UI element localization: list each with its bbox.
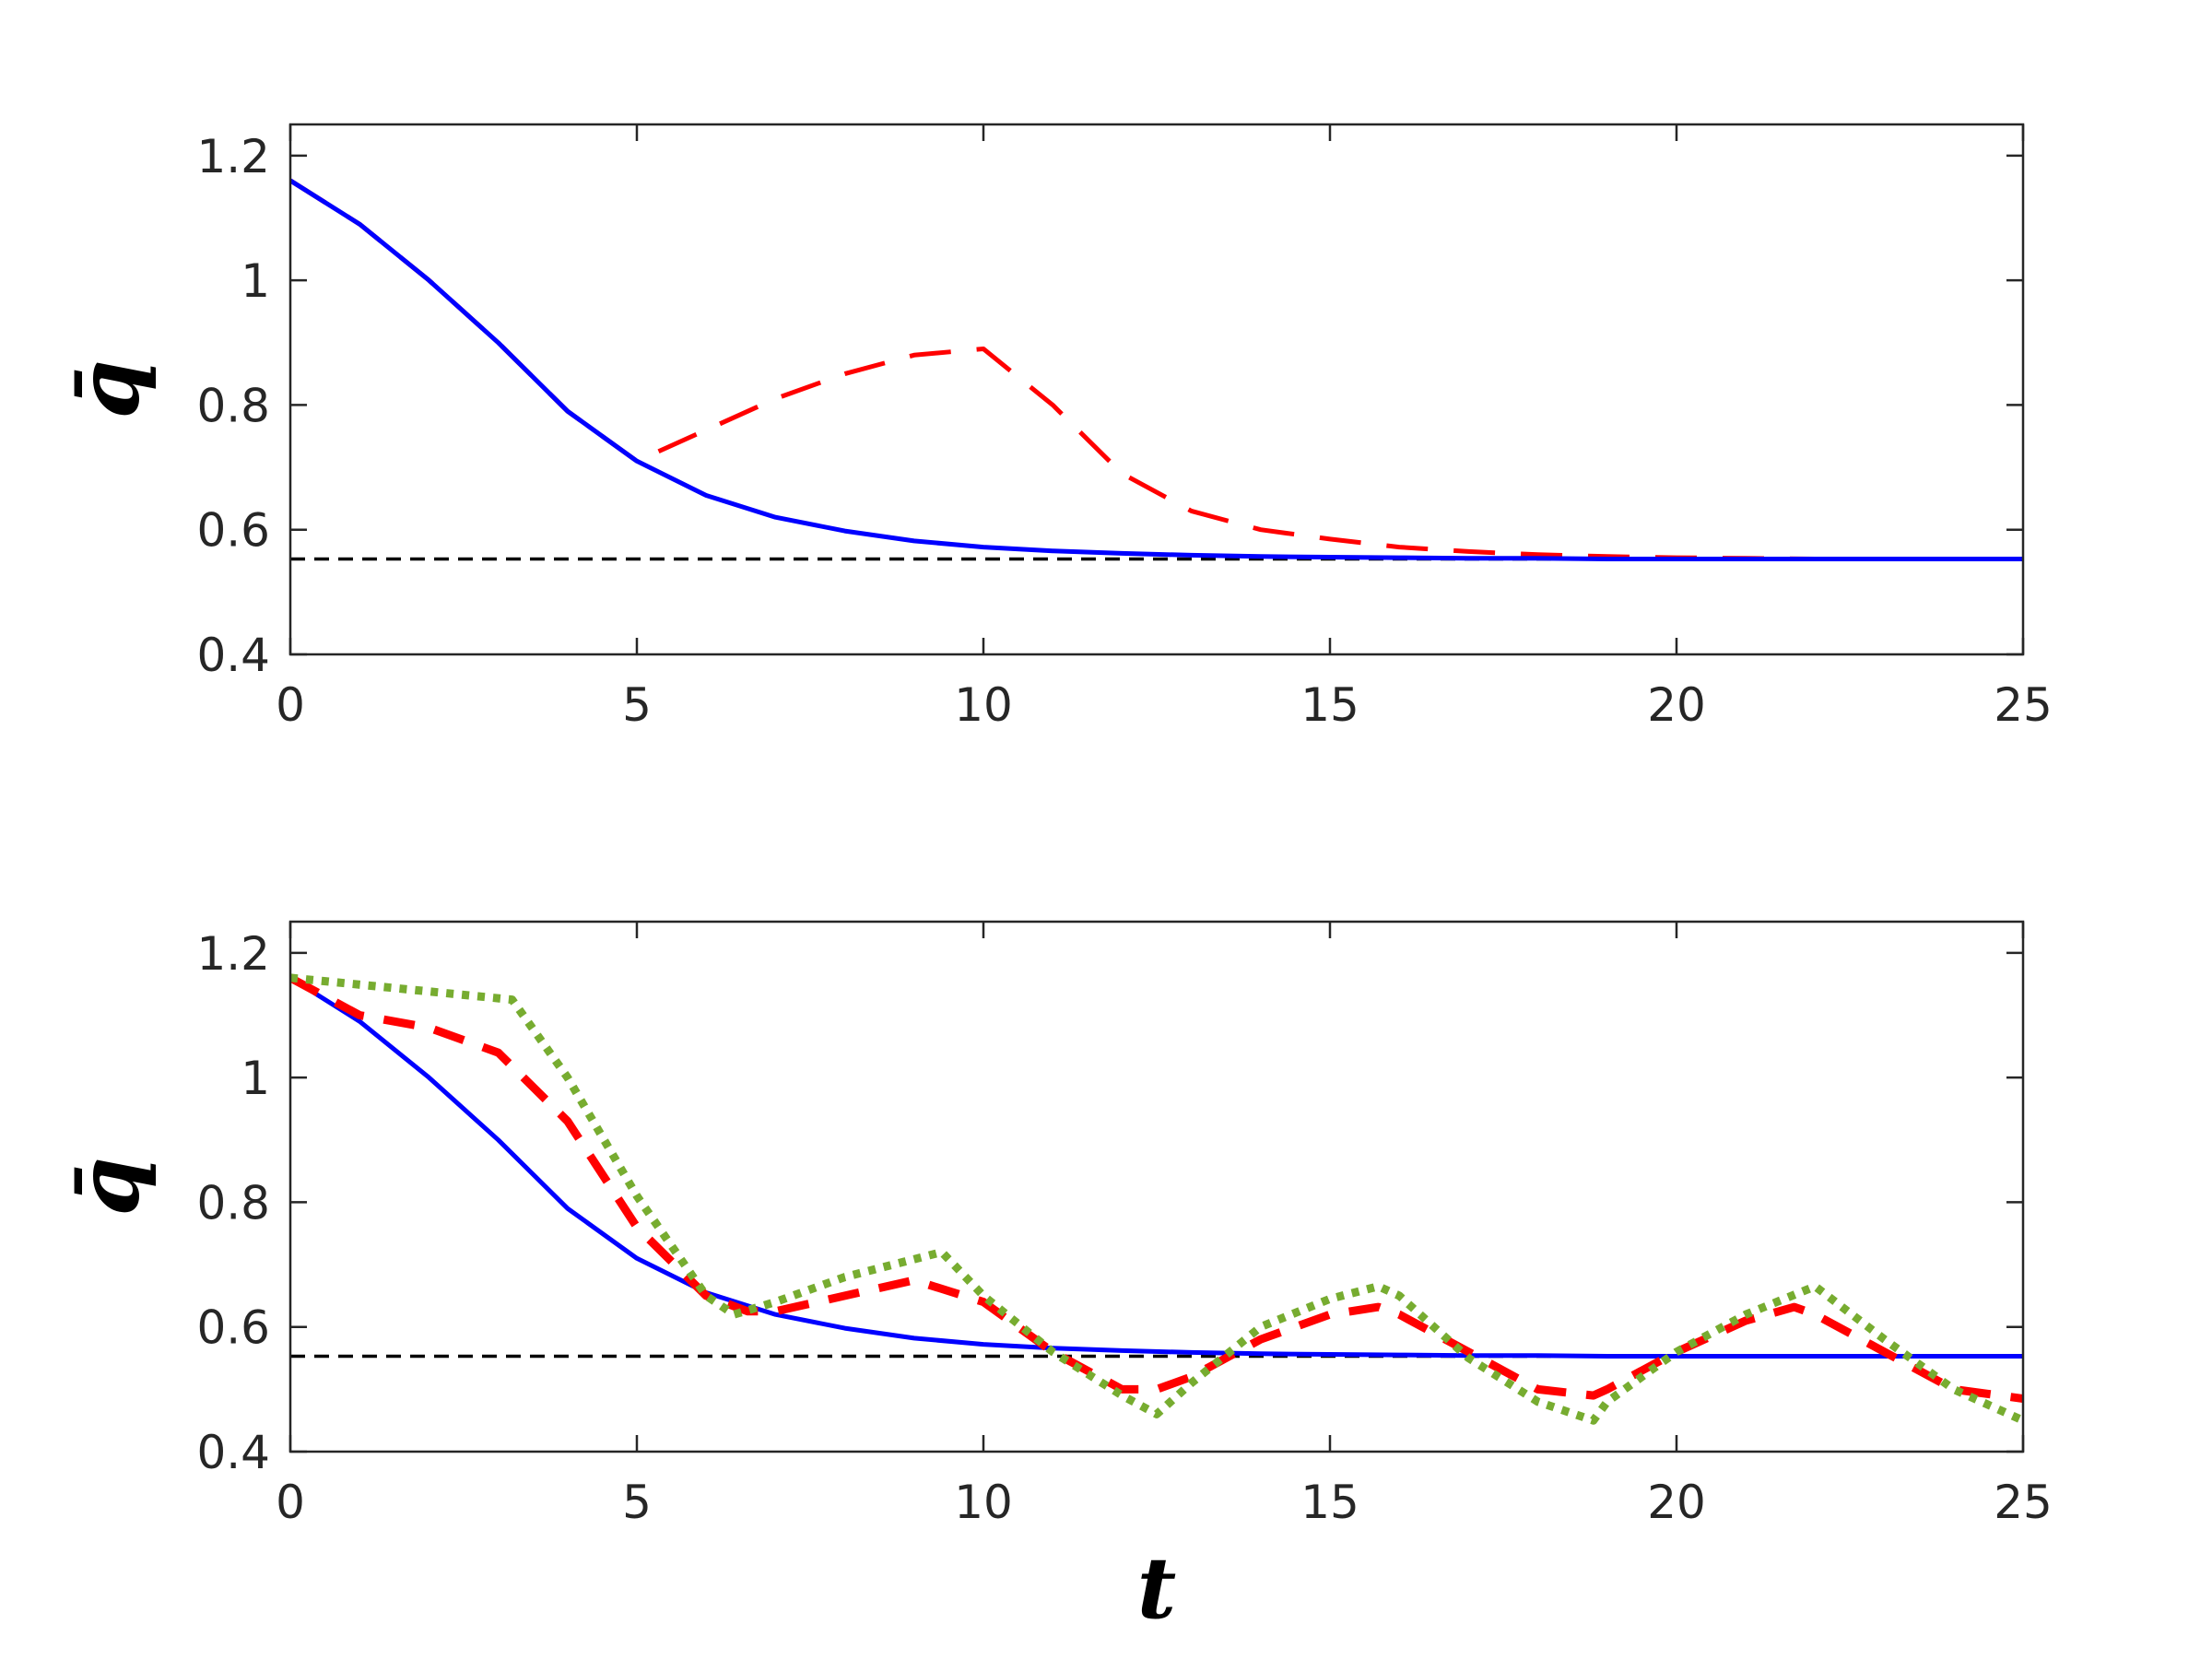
top-x-tick-label: 15 bbox=[1300, 678, 1359, 732]
top-y-tick-label: 1 bbox=[241, 254, 270, 308]
top-plot-ticks: 0 5 10 15 20 25 0.4 0.6 0.8 1 1.2 bbox=[196, 124, 2053, 732]
top-plot-frame bbox=[288, 123, 2025, 656]
top-y-tick-label: 1.2 bbox=[196, 130, 270, 183]
bottom-plot-y-axis-label: q̄ bbox=[59, 1157, 159, 1216]
bottom-y-tick-label: 0.8 bbox=[196, 1176, 270, 1230]
top-plot-series bbox=[290, 178, 2023, 561]
top-y-tick-label: 0.8 bbox=[196, 379, 270, 432]
top-x-tick-label: 5 bbox=[622, 678, 652, 732]
top-x-tick-label: 10 bbox=[954, 678, 1013, 732]
bottom-x-tick-label: 25 bbox=[1994, 1476, 2053, 1529]
bottom-y-tick-label: 1 bbox=[241, 1052, 270, 1105]
bottom-plot-series-line-1-solid bbox=[290, 975, 2023, 1359]
top-y-tick-label: 0.6 bbox=[196, 504, 270, 558]
bottom-x-tick-label: 5 bbox=[622, 1476, 652, 1529]
bottom-y-tick-label: 0.6 bbox=[196, 1301, 270, 1355]
top-plot-panel: 0 5 10 15 20 25 0.4 0.6 0.8 1 1.2 q̄ bbox=[59, 123, 2053, 732]
bottom-y-tick-label: 1.2 bbox=[196, 927, 270, 981]
top-y-tick-label: 0.4 bbox=[196, 629, 270, 682]
bottom-plot-series bbox=[290, 973, 2023, 1425]
bottom-x-tick-label: 10 bbox=[954, 1476, 1013, 1529]
bottom-x-tick-label: 15 bbox=[1300, 1476, 1359, 1529]
bottom-plot-ticks: 0 5 10 15 20 25 0.4 0.6 0.8 1 1.2 bbox=[196, 922, 2053, 1529]
top-plot-series-line-2-solid bbox=[290, 178, 2023, 561]
bottom-plot-series-line-2-bold-dash bbox=[290, 973, 2023, 1403]
top-x-tick-label: 0 bbox=[276, 678, 305, 732]
bottom-plot-frame bbox=[288, 920, 2025, 1453]
top-x-tick-label: 20 bbox=[1647, 678, 1706, 732]
top-plot-y-axis-label: q̄ bbox=[59, 359, 159, 418]
bottom-x-tick-label: 0 bbox=[276, 1476, 305, 1529]
bottom-plot-panel: 0 5 10 15 20 25 0.4 0.6 0.8 1 1.2 q̄ t bbox=[59, 920, 2053, 1638]
top-x-tick-label: 25 bbox=[1994, 678, 2053, 732]
bottom-y-tick-label: 0.4 bbox=[196, 1426, 270, 1479]
bottom-plot-x-axis-label: t bbox=[1137, 1538, 1177, 1638]
bottom-x-tick-label: 20 bbox=[1647, 1476, 1706, 1529]
